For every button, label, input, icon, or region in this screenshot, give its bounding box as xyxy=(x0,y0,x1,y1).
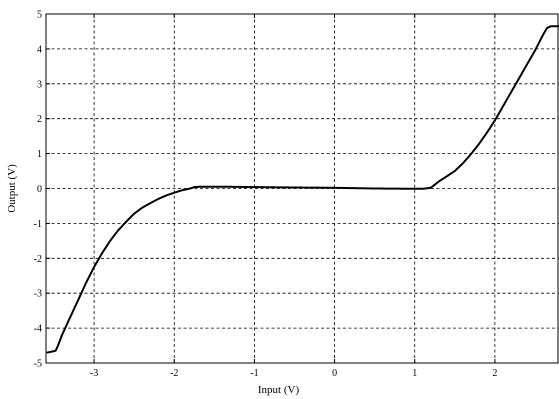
y-tick-label-7: 2 xyxy=(37,114,42,125)
x-tick-label-2: -1 xyxy=(250,368,258,379)
y-tick-label-4: -1 xyxy=(34,219,42,230)
grid xyxy=(46,14,559,363)
y-tick-label-3: -2 xyxy=(34,254,42,265)
y-tick-label-6: 1 xyxy=(37,149,42,160)
axis-ticks xyxy=(46,13,496,364)
y-tick-label-5: 0 xyxy=(37,184,42,195)
x-tick-label-1: -2 xyxy=(170,368,178,379)
x-tick-label-3: 0 xyxy=(332,368,337,379)
x-tick-label-5: 2 xyxy=(492,368,497,379)
y-tick-label-8: 3 xyxy=(37,79,42,90)
y-axis-label: Output (V) xyxy=(6,164,18,213)
y-tick-label-9: 4 xyxy=(37,44,42,55)
x-tick-label-0: -3 xyxy=(90,368,98,379)
x-axis-label: Input (V) xyxy=(258,384,300,396)
y-tick-label-1: -4 xyxy=(34,324,42,335)
series-layer xyxy=(46,25,559,354)
y-tick-label-10: 5 xyxy=(37,10,42,21)
x-tick-labels: -3 -2 -1 0 1 2 xyxy=(90,368,497,379)
y-tick-labels: -5 -4 -3 -2 -1 0 1 2 3 4 5 xyxy=(34,10,42,370)
plot-frame xyxy=(45,13,559,364)
series-line-0 xyxy=(46,25,559,354)
y-tick-label-2: -3 xyxy=(34,289,42,300)
y-tick-label-0: -5 xyxy=(34,359,42,370)
x-tick-label-4: 1 xyxy=(412,368,417,379)
